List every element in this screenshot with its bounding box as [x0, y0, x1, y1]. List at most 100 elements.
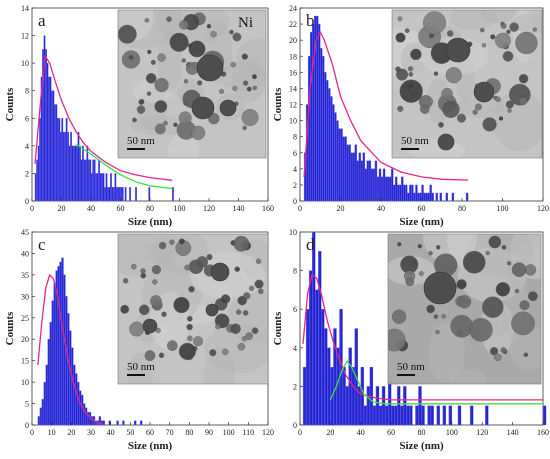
- x-tick-label: 0: [30, 428, 34, 437]
- histogram-bar: [415, 405, 419, 426]
- x-tick-label: 60: [418, 204, 426, 213]
- y-tick-label: 2: [293, 382, 297, 391]
- histogram-bar: [324, 72, 327, 202]
- histogram-bar: [59, 131, 62, 202]
- histogram-bar: [336, 120, 339, 202]
- x-tick-label: 60: [117, 204, 125, 213]
- micrograph-texture: [480, 10, 516, 23]
- histogram-bar: [345, 386, 349, 426]
- nanoparticle: [481, 43, 487, 48]
- histogram-bar: [384, 176, 388, 202]
- histogram-bar: [318, 251, 322, 426]
- nanoparticle: [498, 116, 504, 121]
- histogram-bar: [36, 159, 39, 202]
- histogram-bar: [53, 283, 56, 426]
- y-axis-title: Counts: [272, 311, 284, 345]
- nanoparticle: [178, 342, 196, 360]
- nanoparticle: [246, 86, 252, 92]
- nanoparticle: [519, 300, 530, 311]
- histogram-bar: [49, 321, 52, 426]
- histogram-bar: [124, 187, 127, 202]
- nanoparticle: [151, 265, 162, 275]
- panel-c: 0 10 20 30 40 50 60 70 80 90 100 110 120 0 5 10 15 20 25 30…: [4, 228, 274, 452]
- histogram-bar: [375, 386, 380, 426]
- x-tick-label: 160: [262, 204, 274, 213]
- nanoparticle: [495, 282, 511, 297]
- nanoparticle: [120, 304, 130, 314]
- nanoparticle: [154, 100, 168, 113]
- x-tick-label: 40: [107, 428, 115, 437]
- nanoparticle: [426, 304, 435, 314]
- histogram-bar: [360, 366, 364, 426]
- histogram-bar: [350, 152, 353, 202]
- histogram-bar: [73, 364, 76, 426]
- tem-micrograph: [118, 10, 266, 158]
- x-tick-label: 100: [223, 428, 235, 437]
- nanoparticle: [469, 317, 493, 342]
- nanoparticle: [495, 96, 501, 103]
- nanoparticle: [408, 66, 414, 72]
- tem-micrograph: [388, 234, 541, 384]
- histogram-bar: [352, 152, 355, 202]
- histogram-bar: [101, 173, 103, 202]
- nanoparticle: [218, 88, 225, 95]
- histogram-bar: [469, 405, 474, 426]
- nanoparticle: [166, 16, 172, 23]
- y-axis-title: Counts: [272, 87, 284, 121]
- histogram-bar: [378, 405, 383, 426]
- x-tick-label: 40: [87, 204, 95, 213]
- histogram-bar: [84, 407, 88, 426]
- nanoparticle: [490, 347, 499, 356]
- histogram-bar: [307, 56, 311, 202]
- large-nanoparticle: [445, 37, 471, 63]
- nanoparticle: [417, 243, 422, 249]
- nanoparticle: [532, 27, 537, 32]
- y-tick-label: 22: [289, 20, 297, 29]
- histogram-bars: [37, 257, 143, 426]
- histogram-bar: [334, 112, 337, 202]
- histogram-bar: [407, 192, 410, 202]
- nanoparticle: [500, 22, 507, 29]
- histogram-bar: [405, 184, 408, 202]
- micrograph-texture: [203, 347, 236, 384]
- scale-bar: [401, 148, 419, 150]
- histogram-bar: [322, 56, 325, 202]
- histogram-bar: [328, 88, 331, 202]
- x-tick-label: 70: [166, 428, 174, 437]
- histogram-bar: [95, 173, 98, 202]
- nanoparticle: [144, 350, 156, 361]
- nanoparticle: [457, 113, 467, 123]
- histogram-bar: [366, 160, 370, 202]
- nanoparticle: [500, 347, 507, 354]
- nanoparticle: [210, 31, 217, 38]
- nanoparticle: [161, 311, 167, 317]
- panel-b: 0 20 40 60 80 100 120024681012141618202224Size…: [272, 4, 549, 228]
- histogram-bar: [380, 176, 384, 202]
- nanoparticle: [506, 29, 511, 34]
- histogram-bar: [46, 62, 49, 202]
- nanoparticle: [193, 336, 204, 347]
- nanoparticle: [145, 73, 157, 84]
- histogram-bar: [74, 145, 77, 202]
- histogram-bar: [390, 168, 394, 202]
- y-tick-label: 30: [21, 292, 29, 301]
- nanoparticle: [187, 335, 193, 342]
- histogram-bar: [79, 145, 81, 202]
- histogram-bar: [129, 187, 131, 202]
- tem-micrograph: [392, 10, 542, 158]
- nanoparticle: [184, 264, 191, 271]
- micrograph-texture: [218, 62, 266, 92]
- nanoparticle: [178, 238, 185, 245]
- histogram-bar: [308, 270, 313, 426]
- nanoparticle: [482, 296, 504, 318]
- y-tick-label: 14: [289, 84, 297, 93]
- nanoparticle: [248, 285, 255, 292]
- x-tick-label: 20: [58, 204, 66, 213]
- x-tick-label: 120: [203, 204, 215, 213]
- nanoparticle: [118, 24, 137, 44]
- nanoparticle: [450, 314, 474, 338]
- histogram-bar: [364, 168, 367, 202]
- x-tick-label: 50: [126, 428, 134, 437]
- histogram-bar: [65, 118, 68, 202]
- histogram-bar: [63, 274, 66, 426]
